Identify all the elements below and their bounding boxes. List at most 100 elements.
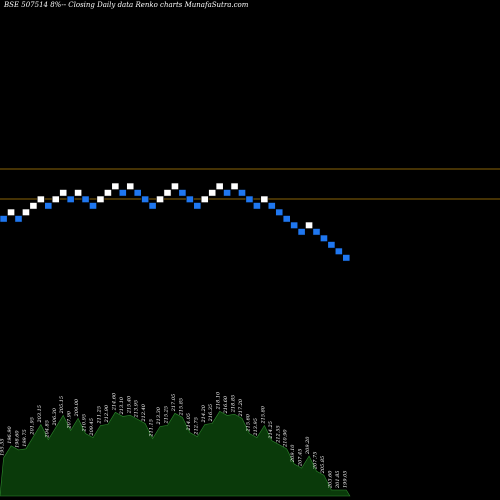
brick-price-label: 213.30 [156,406,162,425]
down-brick [267,202,276,210]
brick-price-label: 215.40 [126,395,132,414]
down-brick [89,202,97,210]
down-brick [178,189,187,197]
brick-price-label: 196.90 [7,425,13,443]
up-brick [104,189,112,197]
brick-price-label: 214.60 [111,392,117,411]
up-brick [305,221,313,229]
down-brick [81,195,90,203]
up-brick [126,182,135,190]
brick-price-label: 211.25 [97,406,103,425]
brick-price-label: 201.85 [335,471,341,490]
brick-price-label: 209.00 [74,398,80,417]
brick-price-label: 212.55 [275,425,281,444]
brick-price-label: 211.15 [149,419,155,438]
down-brick [334,247,343,255]
brick-price-label: 210.95 [82,414,88,433]
up-brick [111,182,120,190]
brick-price-label: 217.20 [238,398,244,417]
down-brick [223,189,231,197]
brick-price-label: 214.25 [268,421,274,440]
down-brick [141,195,150,203]
up-brick [200,195,209,203]
up-brick [36,195,45,203]
down-brick [133,189,142,197]
up-brick [163,189,172,197]
up-brick [96,195,105,203]
renko-bricks [0,182,351,262]
brick-price-label: 214.05 [186,413,192,432]
down-brick [14,215,23,223]
brick-price-label: 216.60 [223,395,229,414]
brick-price-label: 216.35 [208,404,214,423]
down-brick [245,195,254,203]
down-brick [238,189,246,197]
brick-price-label: 210.90 [283,429,289,448]
brick-price-label: 218.10 [216,391,222,410]
brick-price-label: 217.05 [171,394,177,413]
brick-price-label: 213.95 [253,418,259,437]
brick-price-label: 198.60 [15,430,21,448]
brick-price-label: 205.15 [59,396,65,415]
up-brick [29,202,38,210]
brick-price-label: 214.20 [201,404,207,423]
down-brick [290,221,299,229]
brick-price-label: 207.45 [298,449,304,468]
brick-price-label: 206.30 [52,407,58,426]
brick-price-label: 215.25 [164,406,170,425]
down-brick [282,215,291,223]
down-brick [118,189,127,197]
brick-price-label: 215.60 [245,413,251,432]
down-brick [253,202,261,210]
down-brick [193,202,202,210]
down-brick [320,234,328,242]
brick-price-label: 203.15 [37,405,43,424]
brick-price-label: 199.75 [22,429,28,447]
up-brick [208,189,217,197]
up-brick [74,189,82,197]
brick-price-label: 207.90 [67,410,73,429]
down-brick [327,241,336,249]
brick-price-label: 207.75 [313,452,319,471]
down-brick [66,195,75,203]
brick-price-label: 213.10 [119,396,125,415]
brick-price-label: 199.05 [342,471,348,489]
up-brick [230,182,239,190]
brick-price-label: 215.80 [260,405,266,424]
brick-price-label: 204.85 [44,420,50,439]
down-brick [0,215,8,223]
down-brick [342,254,351,262]
down-brick [44,202,53,210]
brick-price-label: 209.45 [89,418,95,437]
up-brick [59,189,68,197]
up-brick [156,195,164,203]
up-brick [171,182,179,190]
brick-price-label: 218.85 [231,395,237,414]
up-brick [22,208,30,216]
down-brick [275,208,284,216]
brick-price-label: 209.20 [305,436,311,455]
brick-price-label: 212.90 [104,404,110,423]
up-brick [7,208,15,216]
brick-price-label: 212.40 [141,403,147,422]
brick-price-label: 195.55 [0,438,6,456]
down-brick [185,195,194,203]
up-brick [51,195,60,203]
chart-title: BSE 507514 8%-- Closing Daily data Renko… [4,1,249,9]
down-brick [148,202,157,210]
brick-price-label: 205.85 [320,456,326,475]
down-brick [312,228,321,236]
brick-price-label: 215.85 [178,398,184,417]
brick-price-label: 209.10 [290,444,296,463]
brick-price-label: 203.60 [327,470,333,489]
volume-area [0,410,351,497]
brick-price-label: 212.75 [193,417,199,436]
brick-price-label: 213.95 [134,400,140,419]
down-brick [297,228,306,236]
brick-price-label: 201.95 [29,417,35,436]
up-brick [260,195,269,203]
up-brick [215,182,224,190]
